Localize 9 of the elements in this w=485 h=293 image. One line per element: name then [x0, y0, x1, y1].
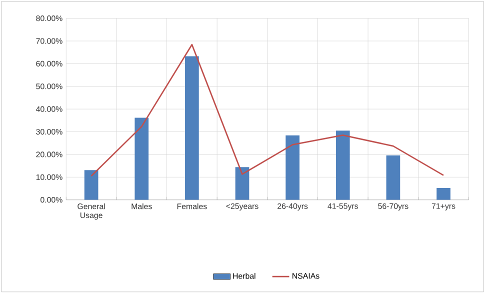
- bar: [436, 188, 450, 200]
- line-series: [90, 44, 444, 177]
- bar: [286, 135, 300, 200]
- bar: [235, 167, 250, 200]
- bar: [185, 56, 199, 200]
- bar: [134, 118, 149, 200]
- bar: [336, 130, 350, 200]
- bar: [84, 170, 98, 200]
- bar: [386, 155, 400, 200]
